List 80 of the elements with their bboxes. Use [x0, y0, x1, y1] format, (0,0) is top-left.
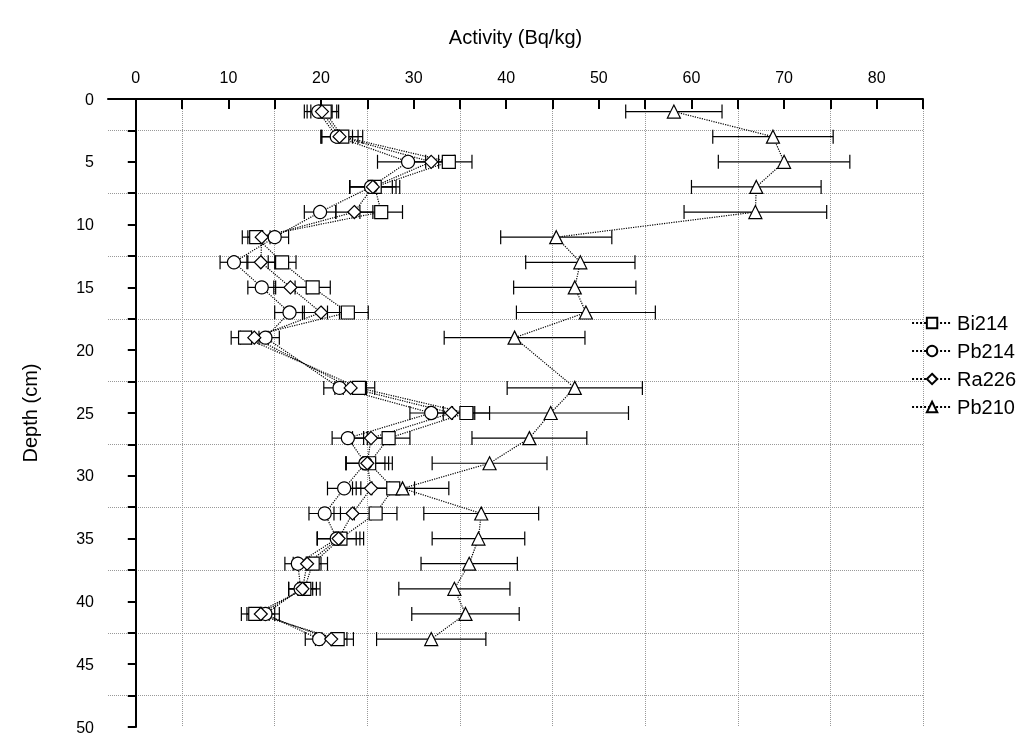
point [300, 556, 315, 571]
point [395, 481, 410, 496]
point [258, 330, 273, 345]
x-tick-label: 70 [775, 68, 794, 86]
y-tick-label: 45 [76, 655, 95, 673]
point [324, 631, 339, 647]
point [368, 506, 383, 521]
y-tick-label: 15 [76, 278, 95, 296]
y-tick-label: 50 [76, 718, 95, 736]
point [312, 631, 327, 647]
point [474, 506, 489, 521]
point [749, 179, 764, 195]
point [363, 481, 379, 496]
x-tick-label: 50 [589, 68, 608, 86]
point [458, 606, 473, 622]
point [247, 330, 262, 345]
y-tick-label: 5 [85, 153, 95, 171]
point [253, 606, 268, 622]
legend-label: Ra226 [957, 368, 1016, 390]
point [444, 405, 459, 421]
x-tick-label: 80 [867, 68, 886, 86]
point [400, 154, 416, 169]
point [340, 431, 355, 446]
y-tick-label: 0 [85, 90, 95, 108]
point [424, 154, 439, 169]
legend-label: Bi214 [957, 312, 1009, 334]
y-tick-label: 10 [76, 216, 95, 234]
y-tick-label: 30 [76, 467, 95, 485]
x-tick-label: 40 [497, 68, 516, 86]
point [374, 204, 389, 220]
point [381, 431, 396, 446]
point [482, 456, 497, 471]
point [283, 280, 298, 295]
point [305, 280, 320, 295]
point [462, 556, 477, 571]
point [254, 280, 269, 295]
point [567, 280, 582, 295]
x-tick-label: 20 [312, 68, 331, 86]
y-axis-title: Depth (cm) [19, 363, 41, 463]
point [748, 204, 763, 220]
y-tick-label: 40 [76, 592, 95, 610]
point [317, 506, 332, 521]
point [567, 380, 582, 395]
x-tick-label: 0 [131, 68, 141, 86]
point [345, 506, 360, 521]
point [549, 230, 564, 245]
point [253, 255, 268, 270]
point [254, 230, 269, 245]
x-axis-title: Activity (Bq/kg) [448, 26, 583, 48]
point [424, 405, 439, 421]
point [471, 531, 486, 546]
point [267, 230, 282, 245]
point [275, 255, 290, 270]
point [347, 204, 362, 220]
point [343, 380, 358, 395]
x-tick-label: 60 [682, 68, 701, 86]
point [441, 154, 456, 169]
legend-label: Pb210 [957, 396, 1015, 418]
point [666, 104, 681, 119]
point [282, 305, 297, 320]
point [507, 330, 522, 345]
point [522, 431, 537, 446]
x-tick-label: 10 [219, 68, 238, 86]
point [776, 154, 792, 169]
legend-label: Pb214 [957, 340, 1015, 362]
point [543, 405, 558, 421]
point [313, 204, 328, 220]
y-tick-label: 20 [76, 341, 95, 359]
point [332, 380, 347, 395]
y-tick-label: 35 [76, 530, 95, 548]
point [573, 255, 588, 270]
point [765, 129, 781, 144]
point [363, 431, 379, 446]
x-tick-label: 30 [404, 68, 423, 86]
point [340, 305, 355, 320]
point [578, 305, 593, 320]
point [226, 255, 242, 270]
point [447, 581, 462, 596]
point [337, 481, 352, 496]
y-tick-label: 25 [76, 404, 95, 422]
